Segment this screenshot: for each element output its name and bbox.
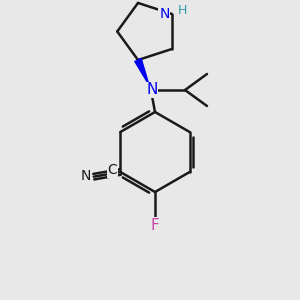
Text: H: H [178,4,187,17]
Text: C: C [107,163,117,177]
Text: N: N [159,7,170,21]
Polygon shape [135,58,149,85]
Text: F: F [151,218,159,232]
Text: N: N [81,169,91,183]
Text: N: N [146,82,158,98]
